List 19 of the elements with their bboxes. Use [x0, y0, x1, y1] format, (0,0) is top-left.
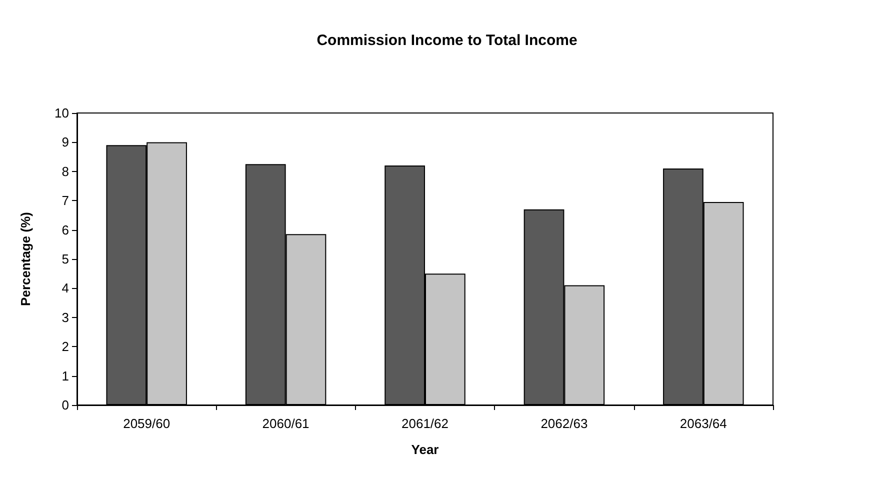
chart-title: Commission Income to Total Income	[316, 32, 578, 49]
y-tick-label: 4	[62, 280, 69, 296]
y-tick-label: 8	[62, 164, 69, 179]
x-axis-title: Year	[411, 442, 439, 457]
x-tick-label: 2060/61	[262, 416, 310, 431]
x-tick-label: 2062/63	[540, 416, 588, 431]
y-tick-label: 3	[62, 310, 69, 325]
y-tick-label: 10	[54, 106, 69, 120]
y-tick-label: 1	[62, 368, 69, 384]
x-tick-label: 2063/64	[680, 416, 727, 431]
x-tick-label: 2059/60	[123, 416, 170, 431]
y-tick-label: 7	[62, 193, 69, 208]
y-tick-label: 9	[62, 134, 69, 150]
y-tick-label: 0	[62, 398, 69, 412]
y-tick-label: 2	[62, 339, 69, 354]
y-axis-title: Percentage (%)	[18, 212, 33, 306]
x-tick-label: 2061/62	[402, 416, 448, 431]
y-tick-label: 5	[62, 252, 69, 266]
y-tick-label: 6	[62, 222, 69, 238]
